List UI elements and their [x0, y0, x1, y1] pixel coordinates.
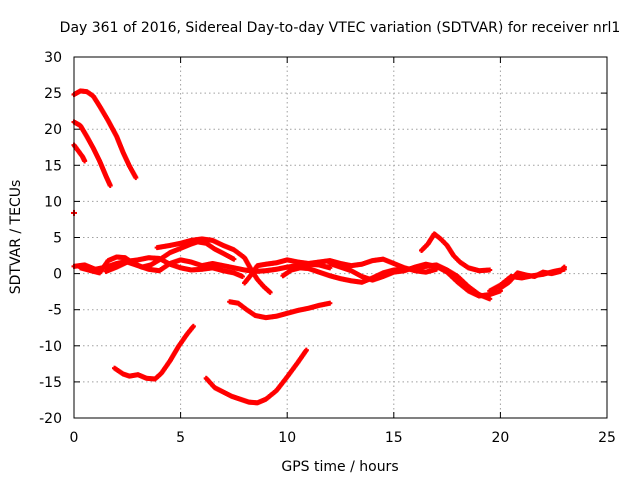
- series-hump-17: [419, 231, 493, 274]
- y-tick-label: -20: [39, 411, 62, 427]
- tick-labels: 0 5 10 15 20 25 -20 -15 -10 -5 0 5 10 15 20 25 30: [39, 50, 616, 446]
- series-base-1: [77, 239, 237, 276]
- y-tick-label: 25: [44, 86, 62, 102]
- plot-points: [71, 88, 567, 406]
- grid-lines: [74, 57, 607, 418]
- y-tick-label: -15: [39, 375, 62, 391]
- series-neg-17: [203, 347, 309, 406]
- x-tick-label: 25: [598, 430, 616, 446]
- series-neg-10: [112, 323, 196, 382]
- series-arc-top: [71, 88, 139, 181]
- series-base-8: [497, 264, 567, 291]
- y-tick-label: -5: [48, 303, 62, 319]
- x-tick-label: 15: [385, 430, 403, 446]
- series-base-6: [327, 260, 503, 299]
- x-tick-label: 0: [70, 430, 79, 446]
- chart-title: Day 361 of 2016, Sidereal Day-to-day VTE…: [60, 20, 621, 36]
- x-axis-label: GPS time / hours: [281, 459, 398, 475]
- series-arc-21: [71, 119, 113, 189]
- y-tick-label: -10: [39, 339, 62, 355]
- y-tick-label: 0: [53, 267, 62, 283]
- x-tick-label: 5: [176, 430, 185, 446]
- series-neg-5: [227, 299, 333, 321]
- x-tick-label: 10: [278, 430, 296, 446]
- y-axis-label: SDTVAR / TECUs: [8, 180, 24, 295]
- plot-frame: [73, 56, 608, 419]
- x-tick-label: 20: [491, 430, 509, 446]
- y-tick-label: 20: [44, 122, 62, 138]
- y-tick-label: 10: [44, 194, 62, 210]
- y-tick-label: 15: [44, 158, 62, 174]
- y-tick-label: 5: [53, 231, 62, 247]
- y-tick-label: 30: [44, 50, 62, 66]
